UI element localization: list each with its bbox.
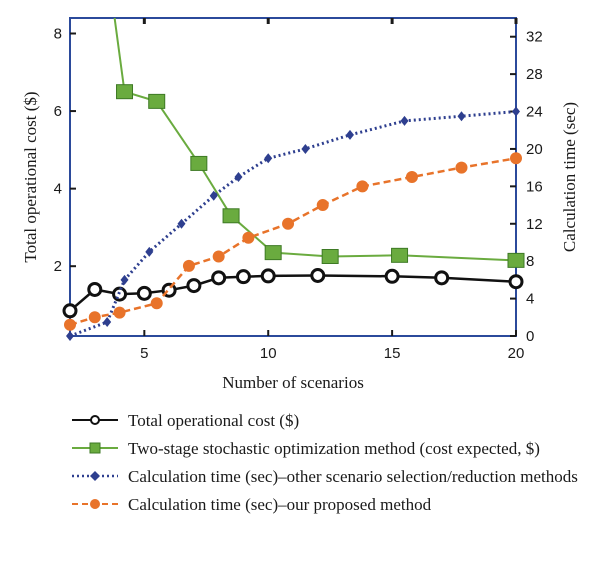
legend-swatch-other-methods xyxy=(72,471,118,481)
data-point-other-methods xyxy=(400,115,409,126)
legend: Total operational cost ($) Two-stage sto… xyxy=(72,410,592,522)
data-point-proposed-method xyxy=(282,217,295,230)
data-point-proposed-method xyxy=(64,318,76,331)
data-point-cost xyxy=(62,303,78,319)
legend-entry-cost: Total operational cost ($) xyxy=(72,410,592,432)
data-point-two-stage xyxy=(116,84,134,100)
y-right-tick-label: 24 xyxy=(526,104,543,121)
x-tick-label: 10 xyxy=(260,345,277,362)
data-point-other-methods xyxy=(264,153,273,164)
data-point-two-stage xyxy=(391,247,409,263)
legend-label-two-stage: Two-stage stochastic optimization method… xyxy=(128,439,540,458)
y-right-tick-label: 4 xyxy=(526,291,534,308)
y-right-tick-label: 28 xyxy=(526,66,543,83)
data-point-cost xyxy=(260,268,276,284)
y-axis-right-title: Calculation time (sec) xyxy=(560,102,579,252)
y-axis-left-title: Total operational cost ($) xyxy=(21,91,40,262)
data-point-proposed-method xyxy=(455,161,468,174)
data-point-two-stage xyxy=(321,249,339,264)
legend-entry-proposed-method: Calculation time (sec)–our proposed meth… xyxy=(72,494,592,516)
series-proposed-method xyxy=(64,152,522,331)
y-left-tick-label: 8 xyxy=(54,26,62,43)
data-point-cost xyxy=(508,274,524,290)
data-point-other-methods xyxy=(209,190,218,201)
data-point-cost xyxy=(136,285,152,301)
series-line-proposed-method xyxy=(69,157,517,326)
y-right-tick-label: 20 xyxy=(526,141,543,158)
data-point-proposed-method xyxy=(113,306,126,319)
legend-swatch-proposed-method xyxy=(72,499,118,509)
data-point-proposed-method xyxy=(88,311,101,324)
data-point-other-methods xyxy=(66,331,74,341)
series-other-methods xyxy=(66,106,520,341)
data-point-cost xyxy=(384,268,400,284)
y-right-tick-label: 16 xyxy=(526,178,543,195)
data-point-other-methods xyxy=(103,316,112,327)
data-point-two-stage xyxy=(507,252,525,268)
x-tick-label: 5 xyxy=(140,345,148,362)
legend-label-proposed-method: Calculation time (sec)–our proposed meth… xyxy=(128,495,432,514)
data-point-proposed-method xyxy=(316,199,329,212)
data-point-other-methods xyxy=(234,172,243,182)
legend-swatch-two-stage xyxy=(72,442,118,454)
data-point-proposed-method xyxy=(356,180,369,193)
data-point-cost xyxy=(434,270,450,286)
y-left-tick-label: 2 xyxy=(54,258,62,275)
series-two-stage xyxy=(113,17,525,268)
data-point-cost xyxy=(310,268,326,284)
data-point-other-methods xyxy=(512,106,520,117)
data-point-cost xyxy=(87,281,103,297)
legend-entry-other-methods: Calculation time (sec)–other scenario se… xyxy=(72,466,592,488)
data-point-cost xyxy=(235,269,251,285)
legend-label-other-methods: Calculation time (sec)–other scenario se… xyxy=(128,467,578,486)
data-point-proposed-method xyxy=(212,250,225,263)
data-point-two-stage xyxy=(264,245,282,261)
series-line-two-stage xyxy=(113,17,517,262)
data-point-other-methods xyxy=(457,111,466,122)
x-axis-title: Number of scenarios xyxy=(222,373,364,392)
plot-frame xyxy=(69,17,517,337)
y-left-tick-label: 6 xyxy=(54,103,62,120)
data-point-proposed-method xyxy=(150,297,163,310)
data-point-two-stage xyxy=(222,208,240,224)
legend-swatch-cost xyxy=(72,415,118,425)
x-tick-label: 20 xyxy=(508,345,525,362)
data-point-proposed-method xyxy=(182,259,195,272)
y-right-tick-label: 8 xyxy=(526,253,534,270)
y-right-tick-label: 12 xyxy=(526,216,543,233)
data-point-other-methods xyxy=(301,143,310,154)
data-point-two-stage xyxy=(190,155,208,171)
series-cost xyxy=(62,268,524,319)
legend-label-cost: Total operational cost ($) xyxy=(128,411,300,430)
y-right-tick-label: 0 xyxy=(526,328,534,345)
data-point-cost xyxy=(211,270,227,286)
y-right-tick-label: 32 xyxy=(526,29,543,46)
data-point-proposed-method xyxy=(405,171,418,183)
data-point-other-methods xyxy=(177,218,186,229)
data-point-two-stage xyxy=(148,93,166,109)
data-point-proposed-method xyxy=(510,152,522,165)
data-point-other-methods xyxy=(145,246,154,257)
data-point-other-methods xyxy=(345,129,354,140)
x-tick-label: 15 xyxy=(384,345,401,362)
y-left-tick-label: 4 xyxy=(54,181,62,198)
data-point-cost xyxy=(186,278,202,294)
data-point-proposed-method xyxy=(242,231,255,244)
legend-entry-two-stage: Two-stage stochastic optimization method… xyxy=(72,438,592,460)
data-point-other-methods xyxy=(120,274,129,285)
